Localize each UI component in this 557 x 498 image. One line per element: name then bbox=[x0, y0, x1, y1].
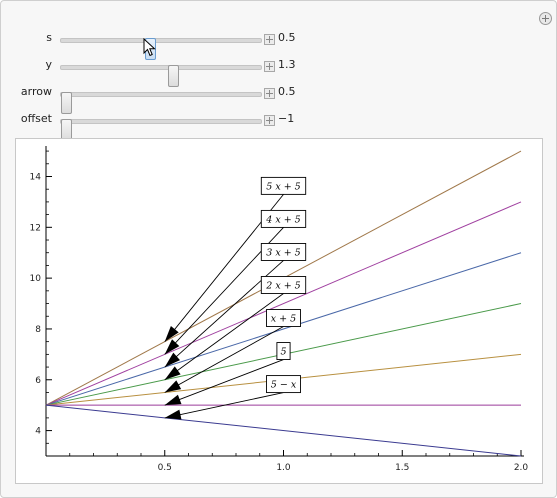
annotation-connector bbox=[164, 392, 284, 419]
control-value: 0.5 bbox=[278, 31, 296, 44]
annotation-box bbox=[260, 276, 307, 294]
plus-box-icon[interactable] bbox=[264, 88, 275, 99]
annotation-arrowhead bbox=[164, 326, 179, 342]
control-label: s bbox=[46, 31, 52, 44]
control-value: 0.5 bbox=[278, 85, 296, 98]
series-line-2 bbox=[45, 252, 522, 406]
y-tick-label: 4 bbox=[35, 427, 41, 437]
x-tick-label: 1.5 bbox=[395, 463, 409, 473]
pointer-cursor-icon bbox=[143, 38, 156, 57]
annotation-arrowhead bbox=[164, 366, 181, 380]
control-row-offset: offset −1 bbox=[0, 111, 557, 141]
annotation-arrowhead bbox=[164, 380, 182, 393]
slider-track-offset[interactable] bbox=[60, 119, 262, 141]
control-row-arrow: arrow 0.5 bbox=[0, 84, 557, 114]
annotation-box bbox=[266, 375, 301, 394]
annotation-box bbox=[260, 243, 307, 261]
plus-box-icon[interactable] bbox=[264, 34, 275, 45]
control-row-y: y 1.3 bbox=[0, 57, 557, 87]
annotation-arrowhead bbox=[164, 394, 182, 406]
x-tick-label: 2.0 bbox=[514, 463, 529, 473]
annotation-arrowhead bbox=[164, 352, 180, 368]
slider-thumb-arrow[interactable] bbox=[61, 92, 72, 114]
plus-box-icon[interactable] bbox=[264, 61, 275, 72]
control-row-s: s 0.5 bbox=[0, 30, 557, 60]
annotation-box bbox=[260, 209, 307, 228]
annotation-arrowhead bbox=[164, 409, 182, 420]
annotation-label: 3 x + 5 bbox=[266, 247, 300, 258]
plus-box-icon[interactable] bbox=[264, 115, 275, 126]
annotation-connector bbox=[164, 293, 284, 381]
annotation-connector bbox=[164, 326, 284, 393]
annotation-label: x + 5 bbox=[271, 314, 296, 325]
control-value: −1 bbox=[278, 112, 295, 125]
series-line-1 bbox=[45, 201, 522, 406]
annotation-connector bbox=[164, 359, 284, 406]
x-tick-label: 0.5 bbox=[158, 463, 172, 473]
plot-frame: 0.5 1.0 1.5 2.0 4 6 8 10 12 14 5 x + 5 4 x + 5 3 x +… bbox=[15, 138, 543, 484]
y-tick-label: 8 bbox=[35, 325, 41, 335]
annotation-box bbox=[276, 342, 291, 360]
control-label: y bbox=[45, 58, 52, 71]
slider-track-arrow[interactable] bbox=[60, 92, 262, 114]
y-tick-label: 10 bbox=[30, 274, 42, 284]
x-tick-label: 1.0 bbox=[276, 463, 291, 473]
control-label: offset bbox=[20, 112, 52, 125]
slider-track-y[interactable] bbox=[60, 65, 262, 87]
annotation-arrowhead bbox=[164, 339, 180, 355]
control-label: arrow bbox=[20, 85, 52, 98]
control-value: 1.3 bbox=[278, 58, 296, 71]
annotation-box bbox=[260, 176, 307, 195]
annotation-label: 2 x + 5 bbox=[265, 280, 300, 291]
annotation-label: 5 − x bbox=[271, 380, 297, 391]
slider-thumb-y[interactable] bbox=[167, 65, 179, 87]
annotation-label: 5 bbox=[280, 347, 286, 358]
y-tick-label: 6 bbox=[35, 376, 41, 386]
annotation-label: 5 x + 5 bbox=[266, 181, 300, 192]
annotation-box bbox=[266, 309, 301, 327]
y-tick-label: 12 bbox=[30, 223, 41, 233]
y-tick-label: 14 bbox=[30, 172, 42, 182]
add-circle-icon[interactable] bbox=[539, 12, 552, 25]
slider-track-s[interactable] bbox=[60, 38, 262, 60]
annotation-label: 4 x + 5 bbox=[265, 214, 300, 225]
series-line-6 bbox=[45, 404, 522, 457]
line-chart: 0.5 1.0 1.5 2.0 4 6 8 10 12 14 5 x + 5 4 x + 5 3 x +… bbox=[30, 146, 529, 473]
